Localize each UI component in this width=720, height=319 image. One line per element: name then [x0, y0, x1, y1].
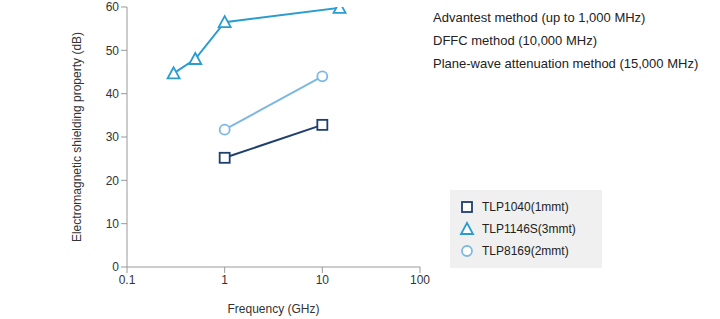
html-text:TLP8169(2mmt): TLP8169(2mmt) [482, 244, 569, 258]
html-text:Plane-wave attenuation method: Plane-wave attenuation method (15,000 MH… [433, 56, 699, 71]
svg-text:1: 1 [221, 273, 228, 287]
svg-text:Frequency (GHz): Frequency (GHz) [227, 302, 319, 316]
html-text:TLP1146S(3mmt): TLP1146S(3mmt) [482, 222, 576, 236]
svg-text:20: 20 [106, 174, 120, 188]
svg-text:100: 100 [410, 273, 430, 287]
svg-text:60: 60 [106, 0, 120, 14]
svg-text:0.1: 0.1 [119, 273, 136, 287]
svg-text:Electromagnetic shielding prop: Electromagnetic shielding property (dB) [70, 32, 84, 242]
svg-text:40: 40 [106, 87, 120, 101]
svg-text:30: 30 [106, 130, 120, 144]
html-text:TLP1040(1mmt): TLP1040(1mmt) [482, 200, 569, 214]
svg-text:50: 50 [106, 44, 120, 58]
html-text:DFFC method (10,000 MHz): DFFC method (10,000 MHz) [433, 33, 597, 48]
svg-text:10: 10 [316, 273, 330, 287]
svg-text:0: 0 [112, 260, 119, 274]
svg-text:10: 10 [106, 217, 120, 231]
html-text:Advantest method (up to 1,000: Advantest method (up to 1,000 MHz) [433, 10, 646, 25]
